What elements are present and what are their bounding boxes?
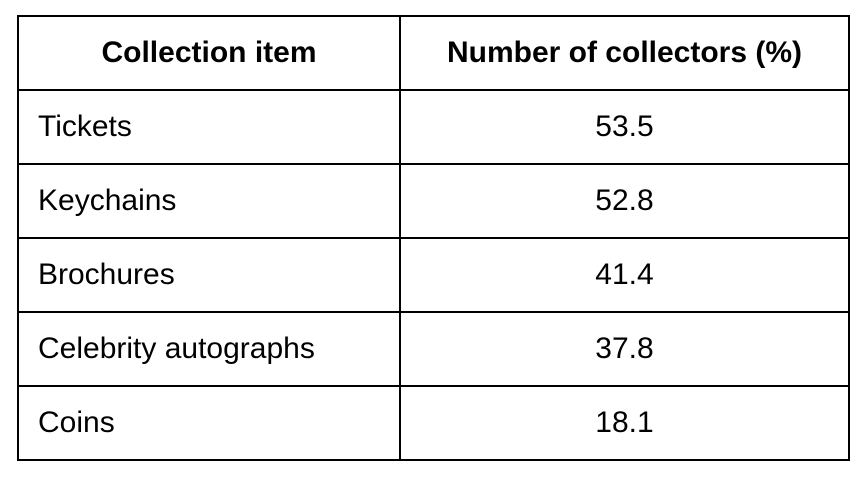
value-cell: 52.8 — [399, 163, 850, 239]
table-row: Keychains 52.8 — [17, 163, 850, 239]
table-row: Tickets 53.5 — [17, 89, 850, 165]
item-cell: Tickets — [17, 89, 401, 165]
header-row: Collection item Number of collectors (%) — [17, 15, 850, 91]
table-row: Brochures 41.4 — [17, 237, 850, 313]
value-cell: 18.1 — [399, 385, 850, 461]
table-row: Celebrity autographs 37.8 — [17, 311, 850, 387]
header-collection-item: Collection item — [17, 15, 401, 91]
item-cell: Brochures — [17, 237, 401, 313]
table-row: Coins 18.1 — [17, 385, 850, 461]
header-number-of-collectors: Number of collectors (%) — [399, 15, 850, 91]
item-cell: Keychains — [17, 163, 401, 239]
item-cell: Celebrity autographs — [17, 311, 401, 387]
value-cell: 41.4 — [399, 237, 850, 313]
collection-table: Collection item Number of collectors (%)… — [17, 15, 850, 461]
value-cell: 37.8 — [399, 311, 850, 387]
item-cell: Coins — [17, 385, 401, 461]
value-cell: 53.5 — [399, 89, 850, 165]
